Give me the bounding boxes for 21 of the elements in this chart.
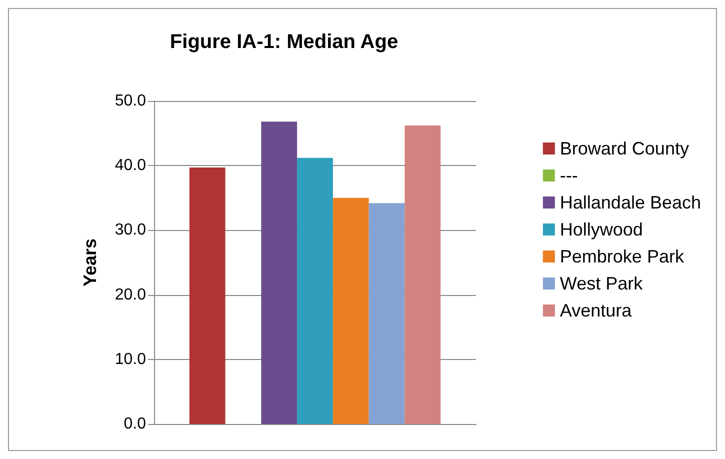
legend-label: --- — [560, 166, 578, 186]
y-tick-label: 0.0 — [124, 416, 146, 432]
bar — [332, 198, 369, 424]
bar — [261, 122, 298, 424]
y-tick-label: 30.0 — [114, 222, 146, 239]
y-tick-label: 10.0 — [114, 350, 146, 368]
chart-title: Figure IA-1: Median Age — [170, 31, 398, 53]
y-tick-label: 40.0 — [114, 157, 146, 174]
legend-label: Pembroke Park — [560, 246, 685, 266]
y-tick-label: 50.0 — [114, 92, 146, 110]
legend-label: Broward County — [560, 138, 689, 158]
legend-label: Hollywood — [560, 220, 643, 240]
bar — [368, 203, 405, 424]
legend-label: Hallandale Beach — [560, 192, 702, 212]
legend-label: West Park — [560, 274, 644, 294]
y-axis-title: Years — [80, 238, 100, 287]
bar — [404, 126, 441, 424]
y-tick-label: 20.0 — [114, 286, 146, 304]
bar — [189, 168, 226, 424]
legend-label: Aventura — [560, 300, 633, 320]
bar — [297, 158, 333, 424]
